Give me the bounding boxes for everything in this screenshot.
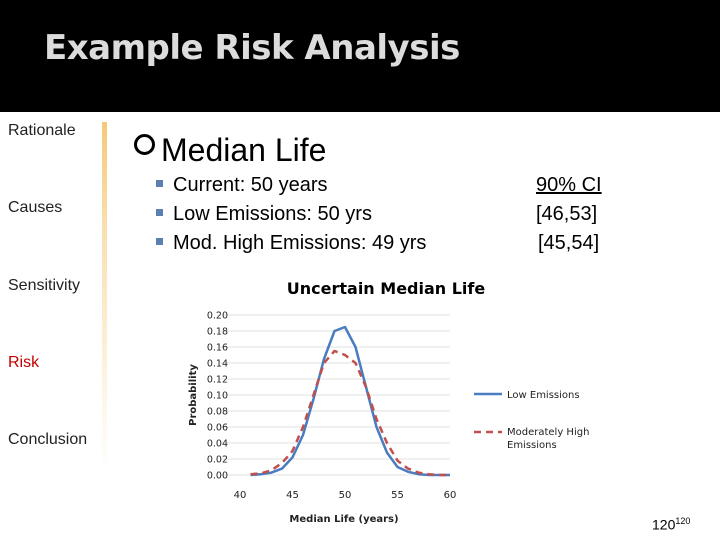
nav-item-causes[interactable]: Causes [8, 199, 63, 216]
bullet-current: Current: 50 years [156, 174, 328, 197]
nav-item-sensitivity[interactable]: Sensitivity [8, 277, 81, 294]
y-tick-label: 0.00 [207, 471, 228, 482]
x-axis-label: Median Life (years) [289, 514, 398, 525]
x-tick-label: 55 [391, 490, 404, 501]
legend-label-moderately-high-emissions: Moderately High Emissions [507, 427, 589, 451]
bullet-text: Mod. High Emissions: 49 yrs [173, 232, 427, 254]
ring-bullet-icon [134, 134, 155, 155]
y-axis-label: Probability [188, 364, 199, 426]
ci-value-low: [46,53] [536, 203, 598, 225]
x-tick-label: 45 [286, 490, 299, 501]
page-number-sup: 120 [675, 516, 691, 526]
ci-value-high: [45,54] [538, 232, 600, 254]
y-tick-label: 0.16 [207, 343, 228, 354]
series-line-low-emissions [250, 325, 450, 477]
y-tick-label: 0.06 [207, 423, 228, 434]
chart-title: Uncertain Median Life [287, 279, 486, 298]
legend-label-low-emissions: Low Emissions [507, 390, 580, 401]
nav-item-conclusion[interactable]: Conclusion [8, 431, 88, 448]
median-life-chart: Uncertain Median Life Probability Median… [188, 279, 589, 525]
series-line-moderately-high-emissions [250, 349, 450, 477]
square-bullet-icon [156, 209, 163, 216]
section-heading: Median Life [134, 132, 326, 169]
square-bullet-icon [156, 180, 163, 187]
x-tick-label: 40 [234, 490, 247, 501]
bullet-text: Current: 50 years [173, 174, 328, 196]
bullet-text: Low Emissions: 50 yrs [173, 203, 372, 225]
page-number-main: 120 [652, 516, 676, 533]
page-number: 120120 [652, 516, 690, 533]
nav-divider [102, 122, 107, 474]
x-tick-label: 50 [339, 490, 352, 501]
y-tick-label: 0.14 [207, 359, 228, 370]
y-tick-label: 0.12 [207, 375, 228, 386]
y-tick-label: 0.18 [207, 327, 228, 338]
y-tick-label: 0.10 [207, 391, 228, 402]
x-tick-label: 60 [444, 490, 457, 501]
nav-item-rationale[interactable]: Rationale [8, 122, 76, 139]
bullet-mod-high-emissions: Mod. High Emissions: 49 yrs [156, 232, 426, 255]
title-bar: Example Risk Analysis [0, 0, 720, 112]
y-tick-label: 0.08 [207, 407, 228, 418]
nav-item-risk[interactable]: Risk [8, 354, 40, 371]
y-tick-label: 0.02 [207, 455, 228, 466]
bullet-low-emissions: Low Emissions: 50 yrs [156, 203, 372, 226]
square-bullet-icon [156, 238, 163, 245]
ci-header: 90% CI [536, 174, 602, 196]
heading-text: Median Life [161, 132, 327, 168]
y-tick-label: 0.20 [207, 311, 228, 322]
y-tick-label: 0.04 [207, 439, 228, 450]
slide-title: Example Risk Analysis [44, 28, 460, 68]
